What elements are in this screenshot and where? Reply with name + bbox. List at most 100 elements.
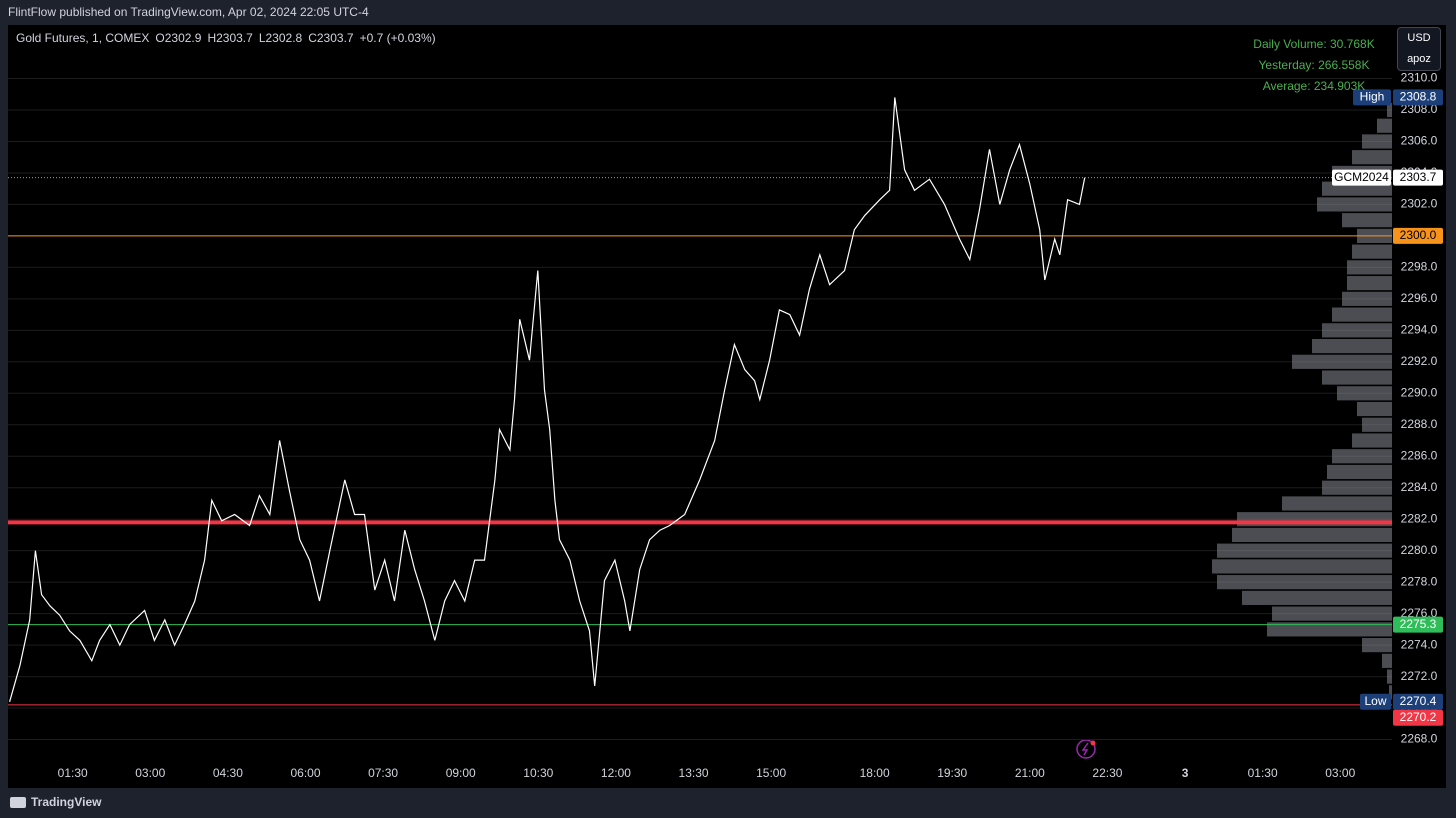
ohlc-value: 2302.8	[265, 31, 303, 45]
price-tag	[1393, 227, 1443, 244]
y-tick-label: 2296.0	[1401, 291, 1438, 305]
y-tick-label: 2276.0	[1401, 606, 1438, 620]
ohlc-item: O2302.9	[155, 31, 201, 45]
ohlc-label: C	[308, 31, 317, 45]
volume-profile-bar	[1317, 197, 1392, 212]
y-tick-label: 2272.0	[1401, 669, 1438, 683]
name-tag	[1332, 169, 1391, 186]
volume-profile-bar	[1217, 543, 1392, 558]
x-tick-label: 15:00	[756, 766, 786, 780]
y-tick-label: 2286.0	[1401, 448, 1438, 462]
volume-profile-bar	[1382, 653, 1392, 668]
y-tick-label: 2308.0	[1401, 102, 1438, 116]
volume-profile-bar	[1362, 417, 1392, 432]
user-button[interactable]: apoz	[1407, 53, 1431, 65]
price-line	[9, 97, 1086, 702]
y-tick-label: 2274.0	[1401, 637, 1438, 651]
volume-profile-bar	[1212, 559, 1392, 574]
volume-profile-bar	[1272, 606, 1392, 621]
price-tag	[1393, 169, 1443, 186]
x-tick-label: 06:00	[290, 766, 320, 780]
ohlc-label: H	[207, 31, 217, 45]
volume-profile-bar	[1352, 150, 1392, 165]
volume-profile-bar	[1322, 323, 1392, 338]
brand-logo	[10, 797, 26, 808]
name-tag	[1360, 693, 1391, 710]
price-tag	[1393, 616, 1443, 633]
volume-profile-bar	[1387, 102, 1392, 118]
currency-button[interactable]: USD	[1407, 32, 1431, 44]
volume-profile-bar	[1282, 496, 1392, 511]
symbol-legend: Gold Futures, 1, COMEX O2302.9 H2303.7 L230…	[16, 31, 436, 45]
y-tick-label: 2298.0	[1401, 260, 1438, 274]
y-tick-label: 2282.0	[1401, 511, 1438, 525]
y-tick-label: 2288.0	[1401, 417, 1438, 431]
scale-controls: USD apoz	[1397, 27, 1441, 71]
ohlc-value: 2302.9	[164, 31, 202, 45]
volume-profile-bar	[1377, 118, 1392, 133]
x-tick-label: 13:30	[679, 766, 709, 780]
price-tag-label: 2275.3	[1400, 617, 1437, 631]
brand-name[interactable]: TradingView	[31, 795, 102, 809]
volume-profile-bar	[1357, 401, 1392, 417]
volume-profile-bar	[1362, 134, 1392, 149]
price-tag-label: 2308.8	[1400, 90, 1437, 104]
x-tick-label: 03:00	[1325, 766, 1355, 780]
y-tick-label: 2310.0	[1401, 71, 1438, 85]
name-tag-label: GCM2024	[1334, 170, 1389, 184]
x-tick-label: 04:30	[213, 766, 243, 780]
volume-profile-bar	[1242, 590, 1392, 605]
ohlc-value: 2303.7	[216, 31, 253, 45]
volume-profile-bar	[1232, 527, 1392, 543]
y-tick-label: 2290.0	[1401, 385, 1438, 399]
name-tag-label: Low	[1364, 694, 1386, 708]
volume-profile-bar	[1267, 622, 1392, 637]
price-tag	[1393, 693, 1443, 710]
volume-profile-bar	[1217, 575, 1392, 590]
y-tick-label: 2294.0	[1401, 323, 1438, 337]
publish-info: FlintFlow published on TradingView.com, …	[8, 5, 369, 19]
symbol-title: Gold Futures, 1, COMEX	[16, 31, 150, 45]
volume-profile-bar	[1337, 386, 1392, 401]
change-label: +0.7 (+0.03%)	[359, 31, 436, 45]
price-tag-label: 2270.4	[1400, 694, 1437, 708]
chart-background	[8, 25, 1446, 788]
alert-bolt	[1081, 742, 1089, 756]
indicator-line: Daily Volume: 30.768K	[1253, 37, 1374, 51]
x-tick-label: 12:00	[601, 766, 631, 780]
volume-profile-bar	[1352, 244, 1392, 259]
volume-profile-bar	[1387, 669, 1392, 684]
x-tick-label: 03:00	[135, 766, 165, 780]
y-tick-label: 2278.0	[1401, 574, 1438, 588]
volume-profile-bar	[1292, 354, 1392, 369]
x-tick-label: 21:00	[1015, 766, 1045, 780]
ohlc-label: O	[155, 31, 165, 45]
volume-profile-bar	[1347, 260, 1392, 275]
volume-profile-bar	[1332, 307, 1392, 322]
y-tick-label: 2268.0	[1401, 732, 1438, 746]
y-tick-label: 2292.0	[1401, 354, 1438, 368]
price-tag-label: 2303.7	[1400, 170, 1437, 184]
price-tag-label: 2270.2	[1400, 710, 1437, 724]
x-tick-label: 18:00	[860, 766, 890, 780]
volume-profile-bar	[1389, 685, 1392, 700]
ohlc-item: H2303.7	[207, 31, 252, 45]
ohlc-item: C2303.7	[308, 31, 353, 45]
price-tag	[1393, 709, 1443, 726]
x-tick-label: 01:30	[1248, 766, 1278, 780]
volume-profile-bar	[1347, 276, 1392, 291]
y-tick-label: 2302.0	[1401, 197, 1438, 211]
volume-profile-bar	[1362, 638, 1392, 653]
volume-profile-bar	[1352, 433, 1392, 448]
x-tick-label: 22:30	[1092, 766, 1122, 780]
x-tick-label: 19:30	[937, 766, 967, 780]
x-tick-label: 07:30	[368, 766, 398, 780]
volume-profile-bar	[1312, 338, 1392, 354]
name-tag	[1353, 89, 1391, 106]
name-tag-label: High	[1360, 90, 1385, 104]
y-tick-label: 2284.0	[1401, 480, 1438, 494]
ohlc-label: L	[258, 31, 266, 45]
alert-dot	[1090, 740, 1096, 746]
volume-profile-bar	[1322, 370, 1392, 385]
